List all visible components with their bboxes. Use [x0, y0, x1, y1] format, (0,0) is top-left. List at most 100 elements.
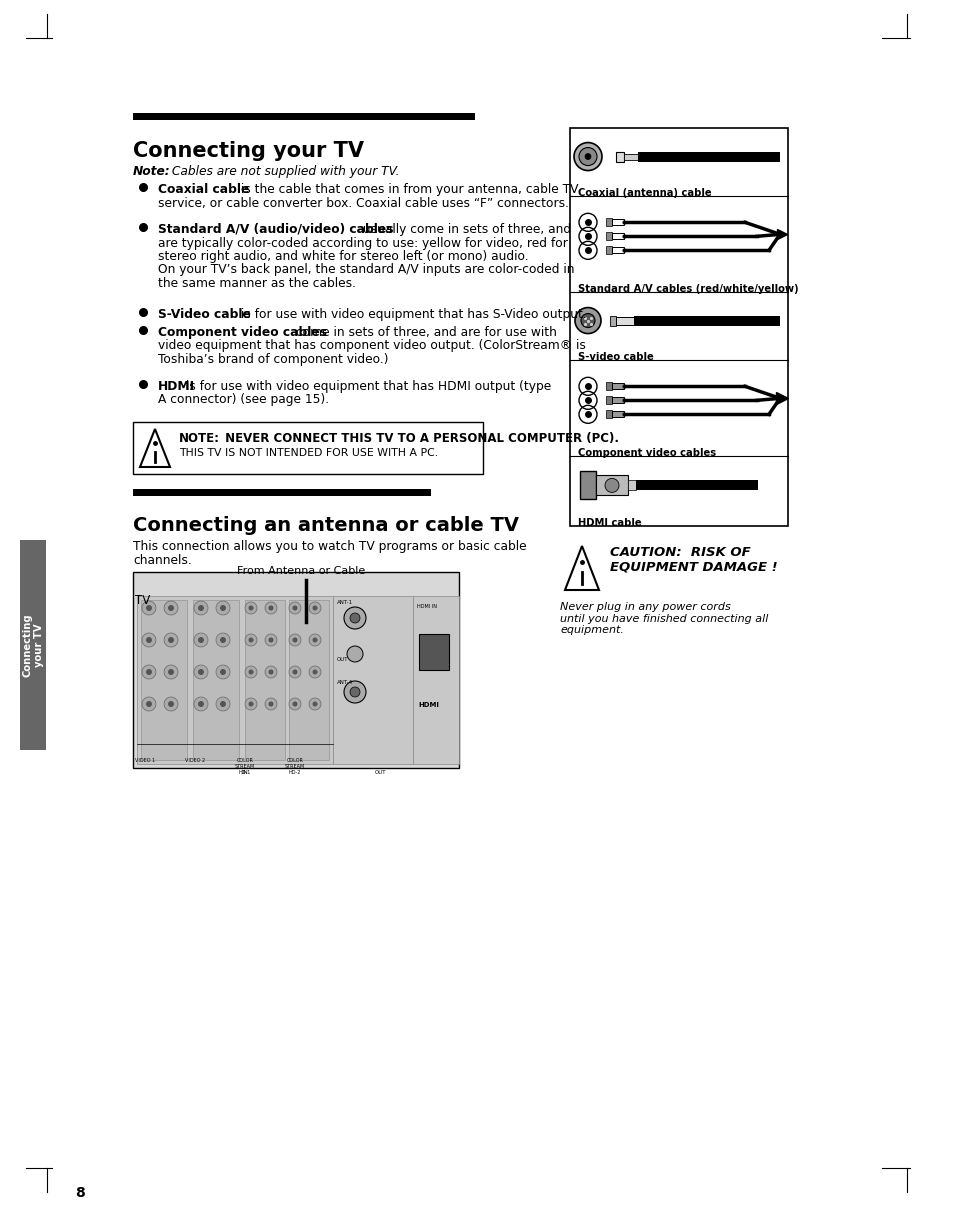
Text: HDMI IN: HDMI IN — [416, 604, 436, 609]
Text: CAUTION:  RISK OF
EQUIPMENT DAMAGE !: CAUTION: RISK OF EQUIPMENT DAMAGE ! — [609, 546, 777, 574]
Bar — [141, 601, 187, 760]
Circle shape — [268, 702, 274, 707]
Bar — [627, 480, 636, 491]
Bar — [289, 601, 329, 760]
Text: HDMI: HDMI — [158, 380, 195, 393]
Circle shape — [289, 602, 301, 614]
Circle shape — [347, 646, 363, 662]
Text: THIS TV IS NOT INTENDED FOR USE WITH A PC.: THIS TV IS NOT INTENDED FOR USE WITH A P… — [179, 447, 437, 458]
Bar — [605, 410, 612, 418]
Circle shape — [293, 605, 297, 610]
Circle shape — [142, 633, 156, 646]
Circle shape — [220, 605, 226, 611]
Text: Connecting
your TV: Connecting your TV — [22, 613, 44, 677]
Circle shape — [193, 633, 208, 646]
Circle shape — [164, 601, 178, 615]
Bar — [636, 480, 758, 491]
Text: OUT: OUT — [375, 769, 386, 775]
Circle shape — [309, 634, 320, 646]
Circle shape — [248, 605, 253, 610]
Text: VIDEO 2: VIDEO 2 — [185, 759, 205, 763]
Bar — [616, 316, 634, 324]
Text: S-Video cable: S-Video cable — [158, 308, 251, 321]
Circle shape — [309, 698, 320, 710]
Circle shape — [198, 605, 204, 611]
Text: is the cable that comes in from your antenna, cable TV: is the cable that comes in from your ant… — [237, 183, 578, 197]
Text: ANT-1: ANT-1 — [336, 601, 353, 605]
Bar — [612, 219, 623, 226]
Bar — [612, 411, 623, 417]
Circle shape — [574, 142, 601, 170]
Text: HDMI: HDMI — [418, 702, 439, 708]
Circle shape — [245, 666, 256, 678]
Bar — [132, 422, 482, 474]
Bar — [245, 601, 285, 760]
Circle shape — [248, 638, 253, 643]
Text: Coaxial cable: Coaxial cable — [158, 183, 249, 197]
Circle shape — [245, 634, 256, 646]
Bar — [612, 247, 623, 253]
Circle shape — [344, 681, 366, 703]
Text: come in sets of three, and are for use with: come in sets of three, and are for use w… — [292, 326, 557, 339]
Text: TV: TV — [135, 595, 150, 607]
Circle shape — [168, 637, 173, 643]
Bar — [132, 488, 431, 496]
Text: Toshiba’s brand of component video.): Toshiba’s brand of component video.) — [158, 353, 388, 365]
Bar — [132, 113, 475, 121]
Bar — [605, 397, 612, 404]
Circle shape — [299, 621, 312, 633]
Text: COLOR
STREAM
HD-2: COLOR STREAM HD-2 — [285, 759, 305, 774]
Text: IN: IN — [242, 769, 248, 775]
Bar — [605, 218, 612, 227]
Text: channels.: channels. — [132, 554, 192, 567]
Circle shape — [245, 698, 256, 710]
Circle shape — [193, 601, 208, 615]
Text: From Antenna or Cable: From Antenna or Cable — [236, 566, 365, 576]
Circle shape — [584, 153, 590, 159]
Circle shape — [215, 665, 230, 679]
Circle shape — [265, 634, 276, 646]
Bar — [616, 152, 623, 162]
Circle shape — [168, 605, 173, 611]
Text: Connecting your TV: Connecting your TV — [132, 141, 364, 160]
Text: the same manner as the cables.: the same manner as the cables. — [158, 277, 355, 289]
Text: HDMI cable: HDMI cable — [578, 519, 641, 528]
Circle shape — [142, 697, 156, 712]
Circle shape — [268, 669, 274, 674]
Circle shape — [146, 669, 152, 675]
Text: NOTE:: NOTE: — [179, 432, 220, 445]
Text: Never plug in any power cords
until you have finished connecting all
equipment.: Never plug in any power cords until you … — [559, 602, 767, 636]
Bar — [605, 246, 612, 254]
Circle shape — [146, 701, 152, 707]
Bar — [612, 384, 623, 390]
Bar — [605, 233, 612, 240]
Circle shape — [142, 665, 156, 679]
Bar — [579, 472, 596, 499]
Bar — [612, 233, 623, 239]
Bar — [623, 153, 638, 159]
Circle shape — [289, 698, 301, 710]
Circle shape — [268, 605, 274, 610]
Circle shape — [265, 698, 276, 710]
Bar — [418, 634, 449, 671]
Bar — [333, 596, 413, 763]
Text: Standard A/V (audio/video) cables: Standard A/V (audio/video) cables — [158, 223, 393, 236]
Bar — [634, 316, 780, 326]
Bar — [132, 572, 458, 768]
Circle shape — [193, 697, 208, 712]
Circle shape — [142, 601, 156, 615]
Text: This connection allows you to watch TV programs or basic cable: This connection allows you to watch TV p… — [132, 540, 526, 554]
Circle shape — [580, 314, 595, 328]
Text: service, or cable converter box. Coaxial cable uses “F” connectors.: service, or cable converter box. Coaxial… — [158, 197, 568, 210]
Circle shape — [313, 702, 317, 707]
Text: Standard A/V cables (red/white/yellow): Standard A/V cables (red/white/yellow) — [578, 283, 798, 294]
Bar — [612, 397, 623, 403]
Polygon shape — [140, 429, 170, 467]
Bar — [609, 316, 616, 326]
Text: VIDEO 1: VIDEO 1 — [134, 759, 155, 763]
Text: Connecting an antenna or cable TV: Connecting an antenna or cable TV — [132, 516, 518, 535]
Circle shape — [313, 638, 317, 643]
Circle shape — [248, 669, 253, 674]
Circle shape — [289, 666, 301, 678]
Circle shape — [215, 633, 230, 646]
